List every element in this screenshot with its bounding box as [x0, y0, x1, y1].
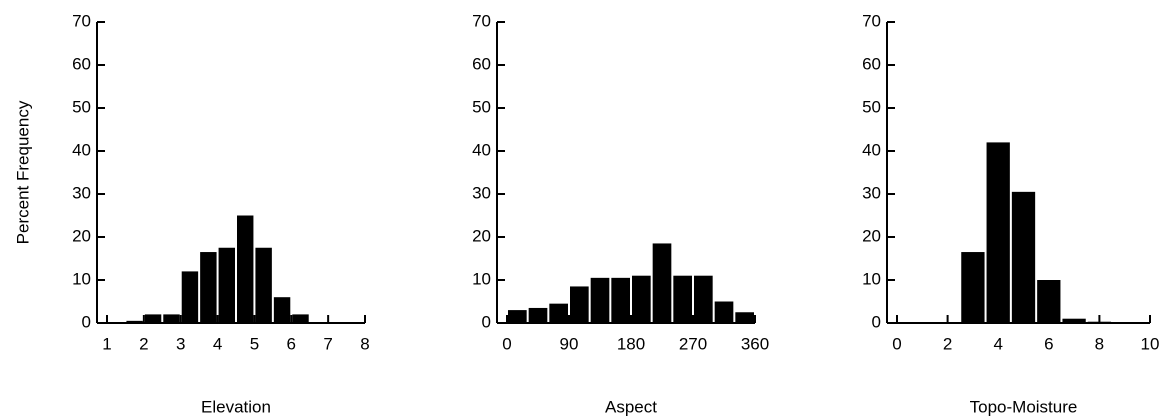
- x-tick-label: 180: [617, 334, 645, 353]
- bar: [632, 275, 651, 323]
- bar: [694, 275, 713, 323]
- x-tick-label: 1: [102, 334, 111, 353]
- bar: [181, 271, 199, 323]
- y-tick-label: 40: [472, 140, 491, 159]
- bar: [549, 303, 568, 323]
- y-tick-label: 20: [862, 226, 881, 245]
- x-axis-label: Elevation: [201, 397, 271, 416]
- x-axis-label: Topo-Moisture: [970, 397, 1078, 416]
- y-tick-label: 40: [862, 140, 881, 159]
- bar: [1062, 318, 1086, 323]
- bar: [652, 243, 672, 323]
- bar: [590, 277, 610, 323]
- x-tick-label: 0: [892, 334, 901, 353]
- x-tick-label: 4: [993, 334, 1002, 353]
- bar: [570, 286, 589, 323]
- bar: [144, 314, 162, 323]
- x-axis-label: Aspect: [605, 397, 657, 416]
- x-tick-label: 360: [741, 334, 769, 353]
- y-tick-label: 70: [472, 11, 491, 30]
- bar: [1037, 280, 1061, 323]
- bar: [273, 297, 291, 323]
- y-tick-label: 30: [472, 183, 491, 202]
- y-tick-label: 30: [72, 183, 91, 202]
- bar: [218, 247, 235, 323]
- y-tick-label: 60: [72, 54, 91, 73]
- x-tick-label: 6: [287, 334, 296, 353]
- x-tick-label: 5: [250, 334, 259, 353]
- bar: [292, 314, 309, 323]
- y-tick-label: 60: [472, 54, 491, 73]
- y-tick-label: 20: [472, 226, 491, 245]
- bar: [1011, 191, 1036, 323]
- y-tick-label: 70: [72, 11, 91, 30]
- y-tick-label: 30: [862, 183, 881, 202]
- bar: [735, 312, 754, 323]
- x-tick-label: 4: [213, 334, 222, 353]
- y-axis-label: Percent Frequency: [13, 100, 32, 244]
- bar: [237, 215, 254, 323]
- x-tick-label: 8: [360, 334, 369, 353]
- bar: [200, 252, 217, 323]
- bar: [163, 314, 180, 323]
- y-tick-label: 0: [482, 312, 491, 331]
- bar: [255, 247, 272, 323]
- y-tick-label: 0: [872, 312, 881, 331]
- x-tick-label: 10: [1141, 334, 1160, 353]
- bar: [611, 277, 630, 323]
- y-tick-label: 60: [862, 54, 881, 73]
- x-tick-label: 3: [176, 334, 185, 353]
- y-tick-label: 20: [72, 226, 91, 245]
- y-tick-label: 10: [472, 269, 491, 288]
- bar: [673, 275, 692, 323]
- bar: [714, 301, 734, 323]
- bar: [528, 307, 548, 323]
- y-tick-label: 0: [82, 312, 91, 331]
- y-tick-label: 50: [72, 97, 91, 116]
- y-tick-label: 70: [862, 11, 881, 30]
- bar: [508, 310, 527, 323]
- x-tick-label: 90: [560, 334, 579, 353]
- y-tick-label: 10: [72, 269, 91, 288]
- x-tick-label: 7: [323, 334, 332, 353]
- bar: [961, 252, 985, 323]
- y-tick-label: 40: [72, 140, 91, 159]
- x-tick-label: 8: [1095, 334, 1104, 353]
- x-tick-label: 270: [679, 334, 707, 353]
- y-tick-label: 50: [472, 97, 491, 116]
- bar: [986, 142, 1010, 323]
- x-tick-label: 6: [1044, 334, 1053, 353]
- x-tick-label: 0: [502, 334, 511, 353]
- x-tick-label: 2: [943, 334, 952, 353]
- y-tick-label: 50: [862, 97, 881, 116]
- y-tick-label: 10: [862, 269, 881, 288]
- x-tick-label: 2: [139, 334, 148, 353]
- bar: [126, 320, 143, 323]
